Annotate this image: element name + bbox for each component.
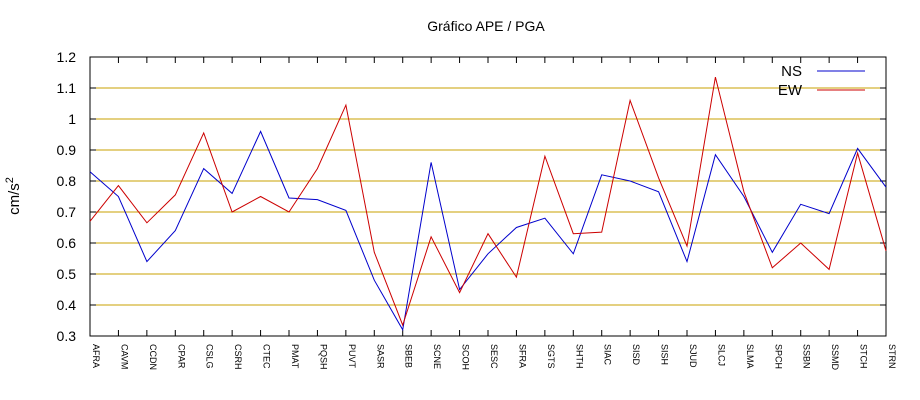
y-tick-label: 0.9 xyxy=(57,142,77,158)
x-tick-label: SGTS xyxy=(546,344,556,369)
x-axis-ticks: AFRA CAVM CCDN CPAR CSLG CSRH CTEC PMAT PQSH PUVT… xyxy=(89,57,897,371)
x-tick-label: CCDN xyxy=(148,344,158,370)
x-tick-label: SISD xyxy=(631,344,641,366)
x-tick-label: CAVM xyxy=(119,344,129,369)
x-tick-label: AFRA xyxy=(91,344,101,368)
y-tick-label: 0.4 xyxy=(57,297,77,313)
x-tick-label: SCNE xyxy=(432,344,442,369)
x-tick-label: SIAC xyxy=(603,344,613,366)
x-tick-label: PQSH xyxy=(318,344,328,370)
x-tick-label: CSLG xyxy=(205,344,215,369)
x-tick-label: SESC xyxy=(489,344,499,369)
x-tick-label: STCH xyxy=(859,344,869,369)
x-tick-label: SISH xyxy=(660,344,670,365)
x-tick-label: PUVT xyxy=(347,344,357,369)
series-line-ew xyxy=(89,76,887,327)
legend: NS EW xyxy=(778,63,865,99)
y-tick-label: 0.8 xyxy=(57,173,77,189)
legend-label-ns: NS xyxy=(781,63,802,80)
y-tick-label: 0.3 xyxy=(57,328,77,344)
y-axis-label-exponent: 2 xyxy=(4,177,16,183)
x-tick-label: SBEB xyxy=(404,344,414,368)
legend-label-ew: EW xyxy=(778,82,803,99)
x-tick-label: SASR xyxy=(375,344,385,369)
x-tick-label: SCOH xyxy=(461,344,471,370)
chart-title: Gráfico APE / PGA xyxy=(427,18,545,34)
x-tick-label: SFRA xyxy=(517,344,527,368)
y-tick-label: 1 xyxy=(68,111,76,127)
x-tick-label: STRN xyxy=(887,344,897,369)
y-tick-label: 1.1 xyxy=(57,80,77,96)
series-lines xyxy=(89,76,887,332)
y-axis-label: cm/s2 xyxy=(4,177,23,215)
x-tick-label: SSBN xyxy=(802,344,812,369)
x-tick-label: SLMA xyxy=(745,344,755,369)
y-tick-label: 0.7 xyxy=(57,204,77,220)
y-axis-ticks: 0.3 0.4 0.5 0.6 0.7 0.8 0.9 1 1.1 1.2 xyxy=(57,49,886,344)
gridlines xyxy=(90,87,886,306)
y-tick-label: 0.6 xyxy=(57,235,77,251)
x-tick-label: CSRH xyxy=(233,344,243,370)
x-tick-label: SJUD xyxy=(688,344,698,368)
y-tick-label: 1.2 xyxy=(57,49,77,65)
x-tick-label: SPCH xyxy=(773,344,783,369)
x-tick-label: CPAR xyxy=(176,344,186,369)
x-tick-label: SLCJ xyxy=(716,344,726,366)
x-tick-label: SHTH xyxy=(574,344,584,369)
x-tick-label: PMAT xyxy=(290,344,300,369)
svg-text:cm/s2: cm/s2 xyxy=(4,177,23,215)
x-tick-label: CTEC xyxy=(262,344,272,369)
y-axis-label-text: cm/s xyxy=(6,183,23,215)
y-tick-label: 0.5 xyxy=(57,266,77,282)
x-tick-label: SSMD xyxy=(830,344,840,371)
